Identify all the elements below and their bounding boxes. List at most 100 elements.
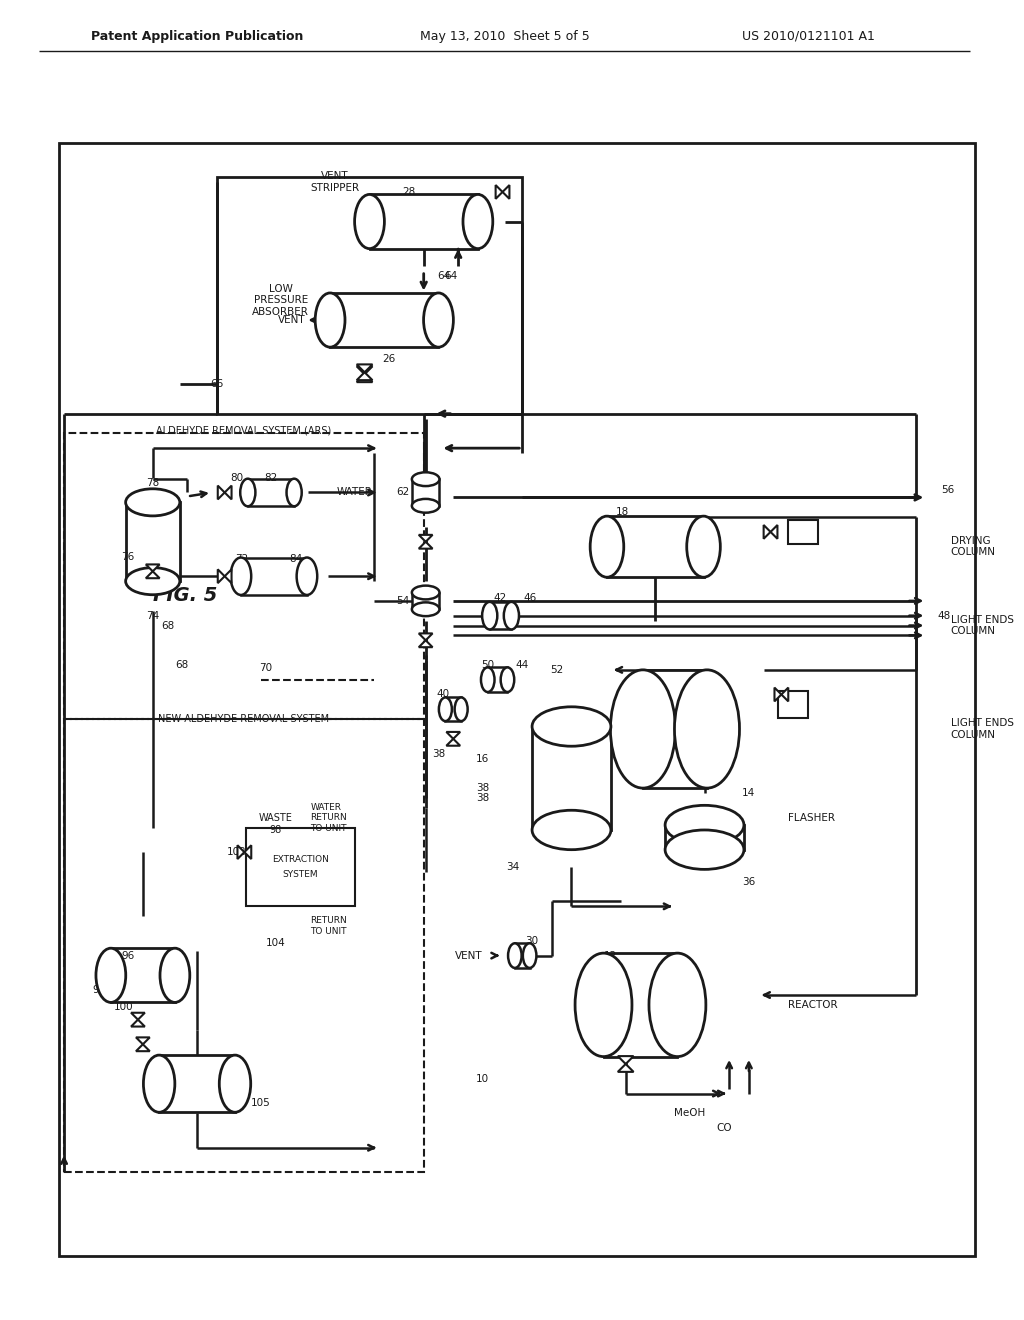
Text: 36: 36 [742,876,756,887]
Text: 10: 10 [476,1073,489,1084]
Ellipse shape [501,668,514,692]
Text: 104: 104 [266,937,286,948]
Text: 54: 54 [396,595,410,606]
Bar [65,719,424,1172]
Polygon shape [356,375,373,381]
Ellipse shape [241,479,255,507]
Text: 38: 38 [432,748,445,759]
Text: 64: 64 [437,271,450,281]
Polygon shape [446,739,460,746]
Bar [217,177,522,413]
Text: 105: 105 [251,1098,271,1109]
Ellipse shape [424,293,454,347]
Text: ALDEHYDE REMOVAL SYSTEM (ARS): ALDEHYDE REMOVAL SYSTEM (ARS) [156,425,331,436]
Text: 34: 34 [506,862,519,873]
Ellipse shape [412,602,439,616]
Text: 96: 96 [122,950,135,961]
Ellipse shape [649,953,706,1056]
Bar [126,503,180,581]
Bar [412,593,439,610]
Bar [603,953,678,1056]
Polygon shape [145,572,160,578]
Bar [666,825,743,850]
Text: MeOH: MeOH [674,1109,706,1118]
Polygon shape [356,372,373,380]
Text: 64: 64 [444,271,458,281]
Text: 30: 30 [525,936,539,946]
Text: 92: 92 [156,1064,169,1074]
Polygon shape [446,731,460,739]
Polygon shape [503,185,509,199]
Polygon shape [781,688,788,701]
Ellipse shape [315,293,345,347]
Text: LIGHT ENDS
COLUMN: LIGHT ENDS COLUMN [951,718,1014,739]
Polygon shape [136,1038,150,1044]
Polygon shape [218,486,224,499]
Bar [111,948,175,1002]
Polygon shape [419,634,432,640]
Polygon shape [764,525,770,539]
Bar [247,828,354,907]
Text: 74: 74 [146,611,160,620]
Bar [607,516,703,577]
Text: 48: 48 [937,611,950,620]
Text: 80: 80 [230,473,243,483]
Bar [65,433,424,719]
Text: 42: 42 [494,593,507,603]
Text: 90: 90 [156,1098,169,1109]
Polygon shape [238,845,245,859]
Text: 100: 100 [114,1002,133,1012]
Ellipse shape [297,557,317,595]
Polygon shape [245,845,251,859]
Polygon shape [131,1019,144,1027]
Text: EXTRACTION: EXTRACTION [272,854,329,863]
Text: 44: 44 [516,660,528,671]
Polygon shape [617,1064,634,1072]
Ellipse shape [96,948,126,1002]
Text: 28: 28 [402,187,416,197]
Text: 52: 52 [550,665,563,675]
Text: 38: 38 [476,783,489,793]
Ellipse shape [412,473,439,486]
Text: 62: 62 [396,487,410,498]
Bar [241,557,307,595]
Ellipse shape [230,557,251,595]
Polygon shape [419,535,432,541]
Ellipse shape [412,586,439,599]
Ellipse shape [482,602,498,630]
Ellipse shape [143,1055,175,1113]
Text: 78: 78 [146,478,160,487]
Ellipse shape [666,830,743,870]
Polygon shape [224,486,231,499]
Polygon shape [496,185,503,199]
Bar [159,1055,234,1113]
Text: REACTOR: REACTOR [788,999,838,1010]
Text: 12: 12 [604,950,617,961]
Polygon shape [145,565,160,572]
Bar [778,690,808,718]
Bar [532,726,611,830]
Text: 84: 84 [289,554,302,565]
Ellipse shape [675,669,739,788]
Bar [515,944,529,968]
Polygon shape [770,525,777,539]
Ellipse shape [523,944,537,968]
Bar [59,143,976,1257]
Polygon shape [131,1012,144,1019]
Text: 70: 70 [259,663,272,673]
Polygon shape [218,569,224,583]
Text: US 2010/0121101 A1: US 2010/0121101 A1 [741,30,874,42]
Polygon shape [136,1044,150,1051]
Polygon shape [356,367,373,375]
Bar [248,479,294,507]
Ellipse shape [610,669,676,788]
Text: 16: 16 [476,754,489,763]
Polygon shape [774,688,781,701]
Text: FLASHER: FLASHER [788,813,836,822]
Text: 102: 102 [226,847,247,857]
Polygon shape [419,541,432,549]
Text: FIG. 5: FIG. 5 [153,586,217,606]
Polygon shape [617,1056,634,1064]
Ellipse shape [160,948,189,1002]
Text: 38: 38 [476,793,489,803]
